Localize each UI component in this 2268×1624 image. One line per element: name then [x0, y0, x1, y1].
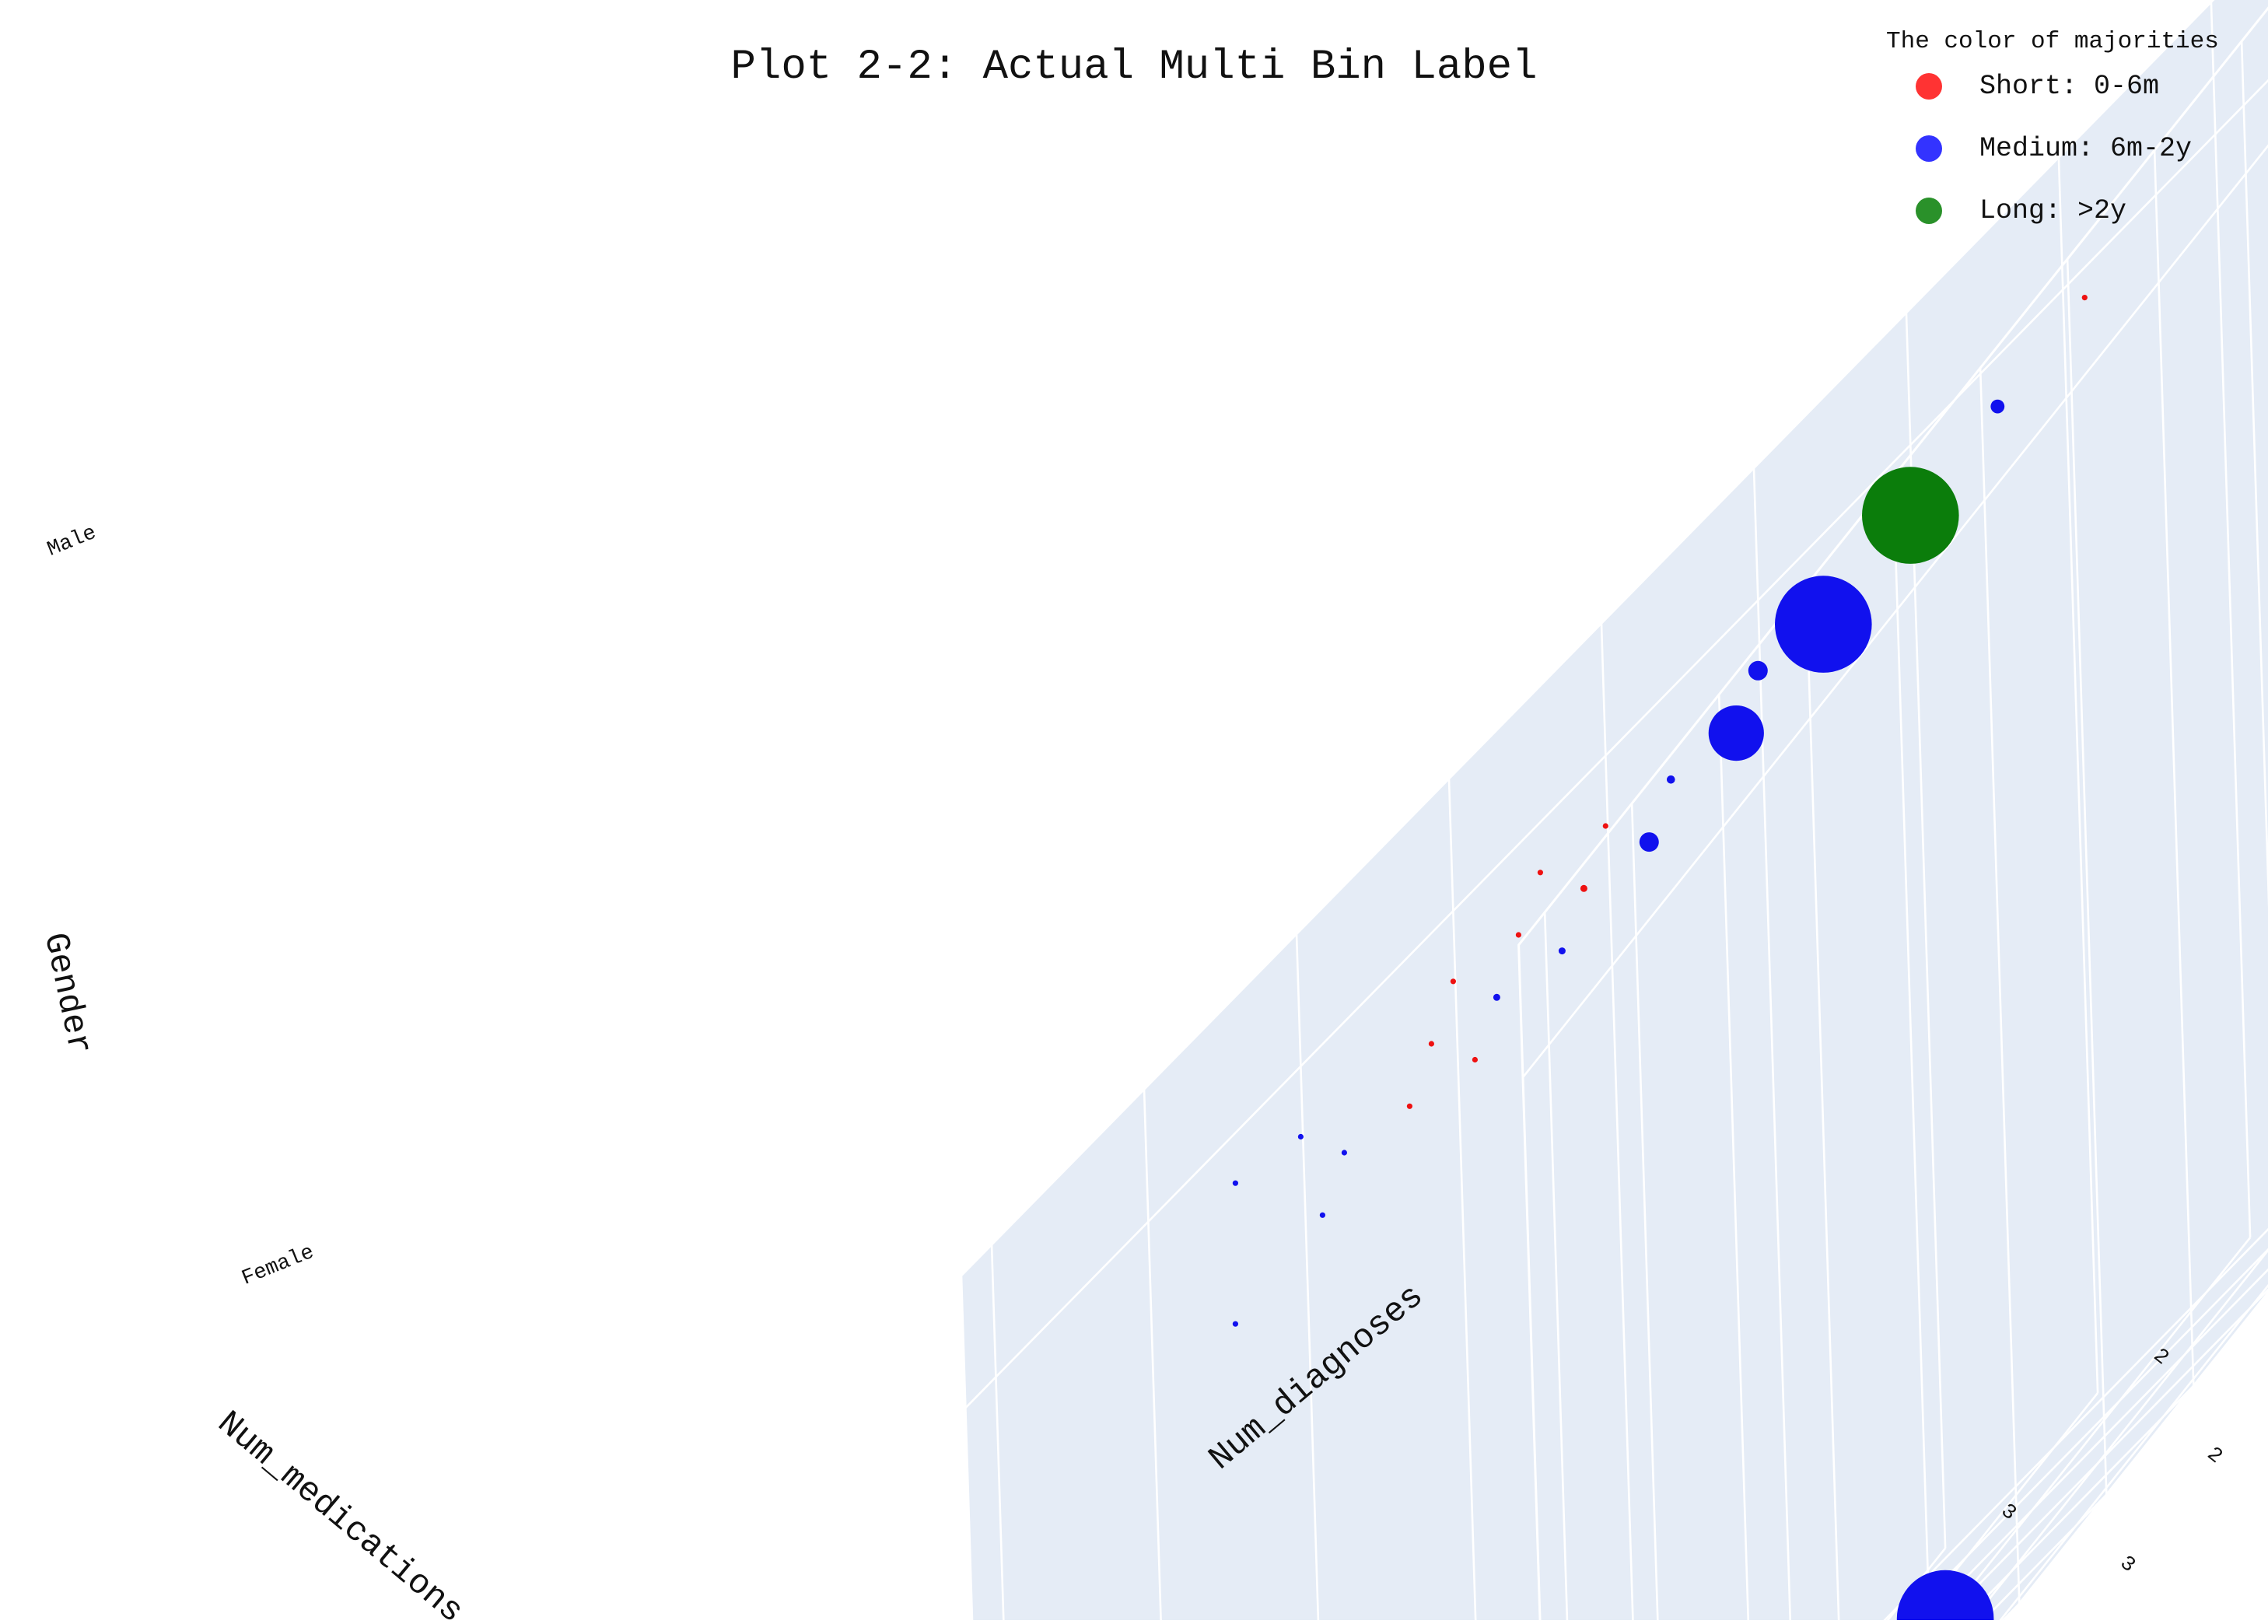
data-point[interactable]	[1429, 1041, 1434, 1046]
data-point[interactable]	[1748, 661, 1768, 681]
chart-title: Plot 2-2: Actual Multi Bin Label	[731, 44, 1538, 91]
tick-label-medications: 2	[2202, 1443, 2226, 1469]
legend-swatch-short	[1916, 73, 1942, 100]
tick-label-gender: Male	[44, 522, 100, 562]
legend-label-medium: Medium: 6m-2y	[1979, 133, 2192, 164]
legend-item-long[interactable]: Long: >2y	[1886, 180, 2259, 242]
tick-label-medications: 3	[2115, 1552, 2139, 1578]
data-point[interactable]	[1640, 832, 1659, 852]
data-point[interactable]	[1667, 775, 1675, 784]
legend[interactable]: The color of majorities Short: 0-6m Medi…	[1886, 28, 2259, 242]
data-point[interactable]	[1493, 994, 1500, 1001]
legend-swatch-medium	[1916, 135, 1942, 162]
tick-label-gender: Female	[239, 1241, 317, 1291]
data-point[interactable]	[1451, 978, 1456, 984]
legend-label-short: Short: 0-6m	[1979, 71, 2159, 102]
legend-label-long: Long: >2y	[1979, 195, 2126, 226]
axis-title-gender: Gender	[35, 929, 99, 1058]
data-point[interactable]	[1559, 947, 1566, 954]
data-point[interactable]	[1233, 1321, 1238, 1327]
data-point[interactable]	[1709, 705, 1764, 761]
data-point[interactable]	[1603, 823, 1608, 828]
wall-diagnoses	[1519, 0, 2268, 1620]
legend-title: The color of majorities	[1886, 28, 2259, 55]
legend-item-short[interactable]: Short: 0-6m	[1886, 55, 2259, 117]
data-point[interactable]	[1233, 1181, 1238, 1186]
data-point[interactable]	[1580, 885, 1587, 892]
data-point[interactable]	[1990, 400, 2004, 414]
data-point[interactable]	[1320, 1213, 1325, 1218]
data-point[interactable]	[1538, 870, 1543, 875]
axis-title-medications: Num_medications	[209, 1404, 471, 1620]
data-point[interactable]	[1342, 1150, 1347, 1155]
data-point[interactable]	[1472, 1057, 1478, 1062]
data-point[interactable]	[2082, 295, 2088, 300]
legend-swatch-long	[1916, 198, 1942, 224]
data-point[interactable]	[1516, 932, 1521, 937]
data-point[interactable]	[1407, 1104, 1412, 1109]
data-point[interactable]	[1298, 1134, 1304, 1139]
data-point[interactable]	[1862, 467, 1959, 564]
legend-item-medium[interactable]: Medium: 6m-2y	[1886, 117, 2259, 180]
data-point[interactable]	[1775, 576, 1872, 673]
